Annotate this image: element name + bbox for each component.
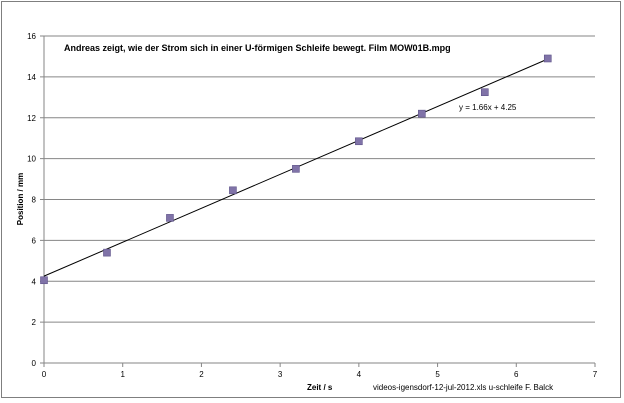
data-point <box>418 109 426 118</box>
data-point <box>103 248 111 257</box>
x-tick-label: 5 <box>435 370 440 379</box>
trendline-equation: y = 1.66x + 4.25 <box>459 103 517 112</box>
x-tick-label: 4 <box>357 370 362 379</box>
y-tick-label: 14 <box>27 73 36 82</box>
x-tick-label: 3 <box>278 370 283 379</box>
x-tick-label: 2 <box>199 370 204 379</box>
y-axis-title: Position / mm <box>16 173 25 225</box>
y-tick-label: 6 <box>32 236 37 245</box>
data-point <box>543 54 552 63</box>
x-tick-label: 7 <box>593 370 598 379</box>
x-tick-label: 1 <box>120 370 125 379</box>
x-ticks: 0 1 2 3 4 5 6 7 <box>42 363 598 379</box>
data-point <box>292 165 300 173</box>
x-tick-label: 6 <box>514 370 519 379</box>
x-tick-label: 0 <box>42 370 47 379</box>
y-tick-label: 10 <box>27 155 36 164</box>
data-points <box>40 54 552 285</box>
y-tick-label: 8 <box>32 196 37 205</box>
y-ticks: 0 2 4 6 8 10 12 14 16 <box>27 32 44 368</box>
x-axis-title: Zeit / s <box>307 383 333 392</box>
y-tick-label: 0 <box>32 359 37 368</box>
chart-title: Andreas zeigt, wie der Strom sich in ein… <box>64 43 451 53</box>
data-point <box>166 214 174 222</box>
data-point <box>355 137 363 146</box>
y-tick-label: 4 <box>32 277 37 286</box>
gridlines <box>44 35 595 323</box>
y-tick-label: 16 <box>27 32 36 41</box>
source-note: videos-igensdorf-12-jul-2012.xls u-schle… <box>373 383 554 392</box>
y-tick-label: 12 <box>27 114 36 123</box>
data-point <box>40 276 48 285</box>
y-tick-label: 2 <box>32 318 37 327</box>
data-point <box>229 186 237 195</box>
data-point <box>480 88 489 97</box>
